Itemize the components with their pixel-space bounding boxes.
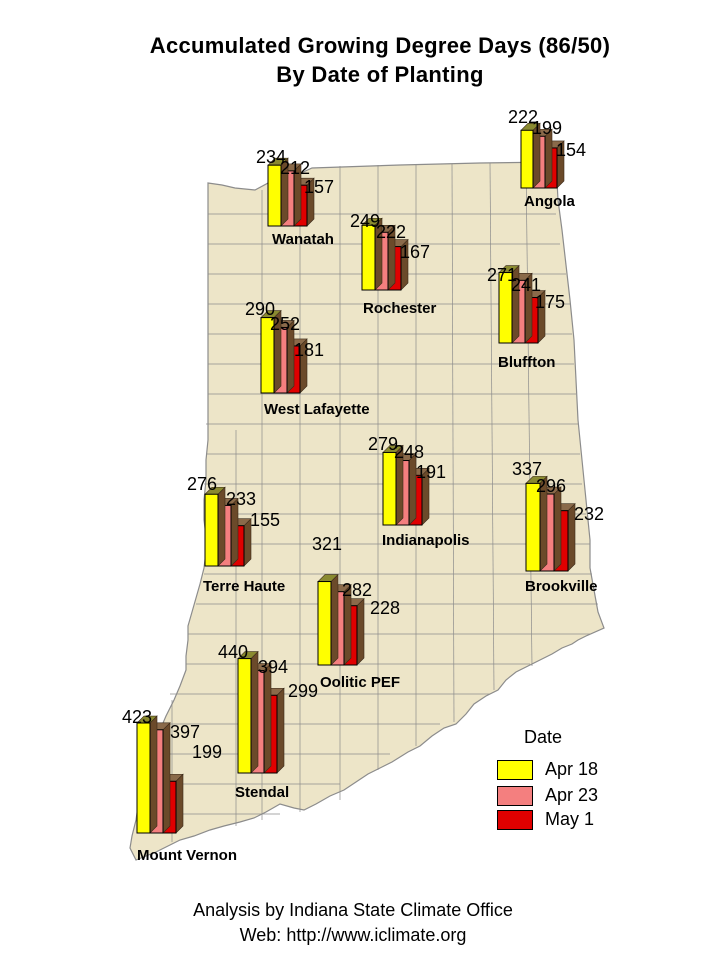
value-label: 167 <box>400 242 430 262</box>
value-label: 222 <box>376 222 406 242</box>
bar-apr-18 <box>525 482 541 572</box>
legend-swatch <box>497 786 533 806</box>
value-label: 199 <box>532 118 562 138</box>
bar-apr-18 <box>382 451 397 526</box>
value-label: 271 <box>487 265 517 285</box>
legend-swatch <box>497 760 533 780</box>
map-title: Accumulated Growing Degree Days (86/50) <box>149 33 611 58</box>
value-label: 191 <box>416 462 446 482</box>
value-label: 252 <box>270 314 300 334</box>
bar-apr-18 <box>317 581 332 666</box>
station-name: Rochester <box>363 300 437 317</box>
value-label: 228 <box>370 598 400 618</box>
station-name: Indianapolis <box>382 532 470 549</box>
bar-side <box>544 128 553 189</box>
station-name: Bluffton <box>498 354 555 371</box>
value-label: 232 <box>574 504 604 524</box>
bar-side <box>408 452 417 526</box>
station-name: Angola <box>524 193 575 210</box>
station-name: Mount Vernon <box>137 847 237 864</box>
bar-apr-18 <box>237 658 252 774</box>
bar-side <box>276 687 285 774</box>
bar-side <box>263 662 272 774</box>
value-label: 440 <box>218 642 248 662</box>
value-label: 337 <box>512 459 542 479</box>
value-label: 321 <box>312 534 342 554</box>
value-label: 199 <box>192 742 222 762</box>
bar-side <box>175 773 184 834</box>
value-label: 423 <box>122 707 152 727</box>
footer-website: Web: http://www.iclimate.org <box>239 925 467 945</box>
value-label: 155 <box>250 510 280 530</box>
value-label: 276 <box>187 474 217 494</box>
bar-apr-18 <box>260 317 275 394</box>
station-name: Wanatah <box>272 231 334 248</box>
bar-side <box>217 486 226 567</box>
bar-apr-18 <box>204 493 219 567</box>
legend-label: May 1 <box>545 809 595 829</box>
station-name: Brookville <box>525 578 598 595</box>
value-label: 234 <box>256 147 286 167</box>
station-name: Oolitic PEF <box>320 674 400 691</box>
value-label: 222 <box>508 107 538 127</box>
value-label: 241 <box>511 275 541 295</box>
value-label: 394 <box>258 657 288 677</box>
bar-side <box>250 650 259 774</box>
station-name: West Lafayette <box>264 401 370 418</box>
bar-side <box>149 715 158 834</box>
legend-swatch <box>497 810 533 830</box>
bar-side <box>330 573 339 666</box>
map-subtitle: By Date of Planting <box>276 62 484 87</box>
bar-apr-18 <box>498 272 513 344</box>
bar-apr-18 <box>136 722 151 834</box>
value-label: 154 <box>556 140 586 160</box>
footer-credit: Analysis by Indiana State Climate Office <box>193 900 513 920</box>
bar-side <box>162 722 171 834</box>
station-name: Stendal <box>235 784 289 801</box>
legend-label: Apr 23 <box>545 785 599 805</box>
value-label: 212 <box>280 158 310 178</box>
bar-apr-18 <box>520 129 534 189</box>
station-name: Terre Haute <box>203 578 285 595</box>
legend-label: Apr 18 <box>545 759 599 779</box>
legend-title: Date <box>524 727 563 747</box>
value-label: 248 <box>394 442 424 462</box>
value-label: 290 <box>245 299 275 319</box>
bar-side <box>356 597 365 666</box>
value-label: 157 <box>304 177 334 197</box>
value-label: 299 <box>288 681 318 701</box>
bar-side <box>553 486 562 572</box>
value-label: 181 <box>294 340 324 360</box>
value-label: 296 <box>536 476 566 496</box>
station-bar-charts: 222199154Angola234212157Wanatah249222167… <box>122 107 604 864</box>
value-label: 279 <box>368 434 398 454</box>
value-label: 397 <box>170 722 200 742</box>
value-label: 249 <box>350 211 380 231</box>
value-label: 233 <box>226 489 256 509</box>
bar-apr-18 <box>361 224 376 291</box>
bar-apr-18 <box>267 164 282 227</box>
value-label: 175 <box>535 292 565 312</box>
value-label: 282 <box>342 580 372 600</box>
